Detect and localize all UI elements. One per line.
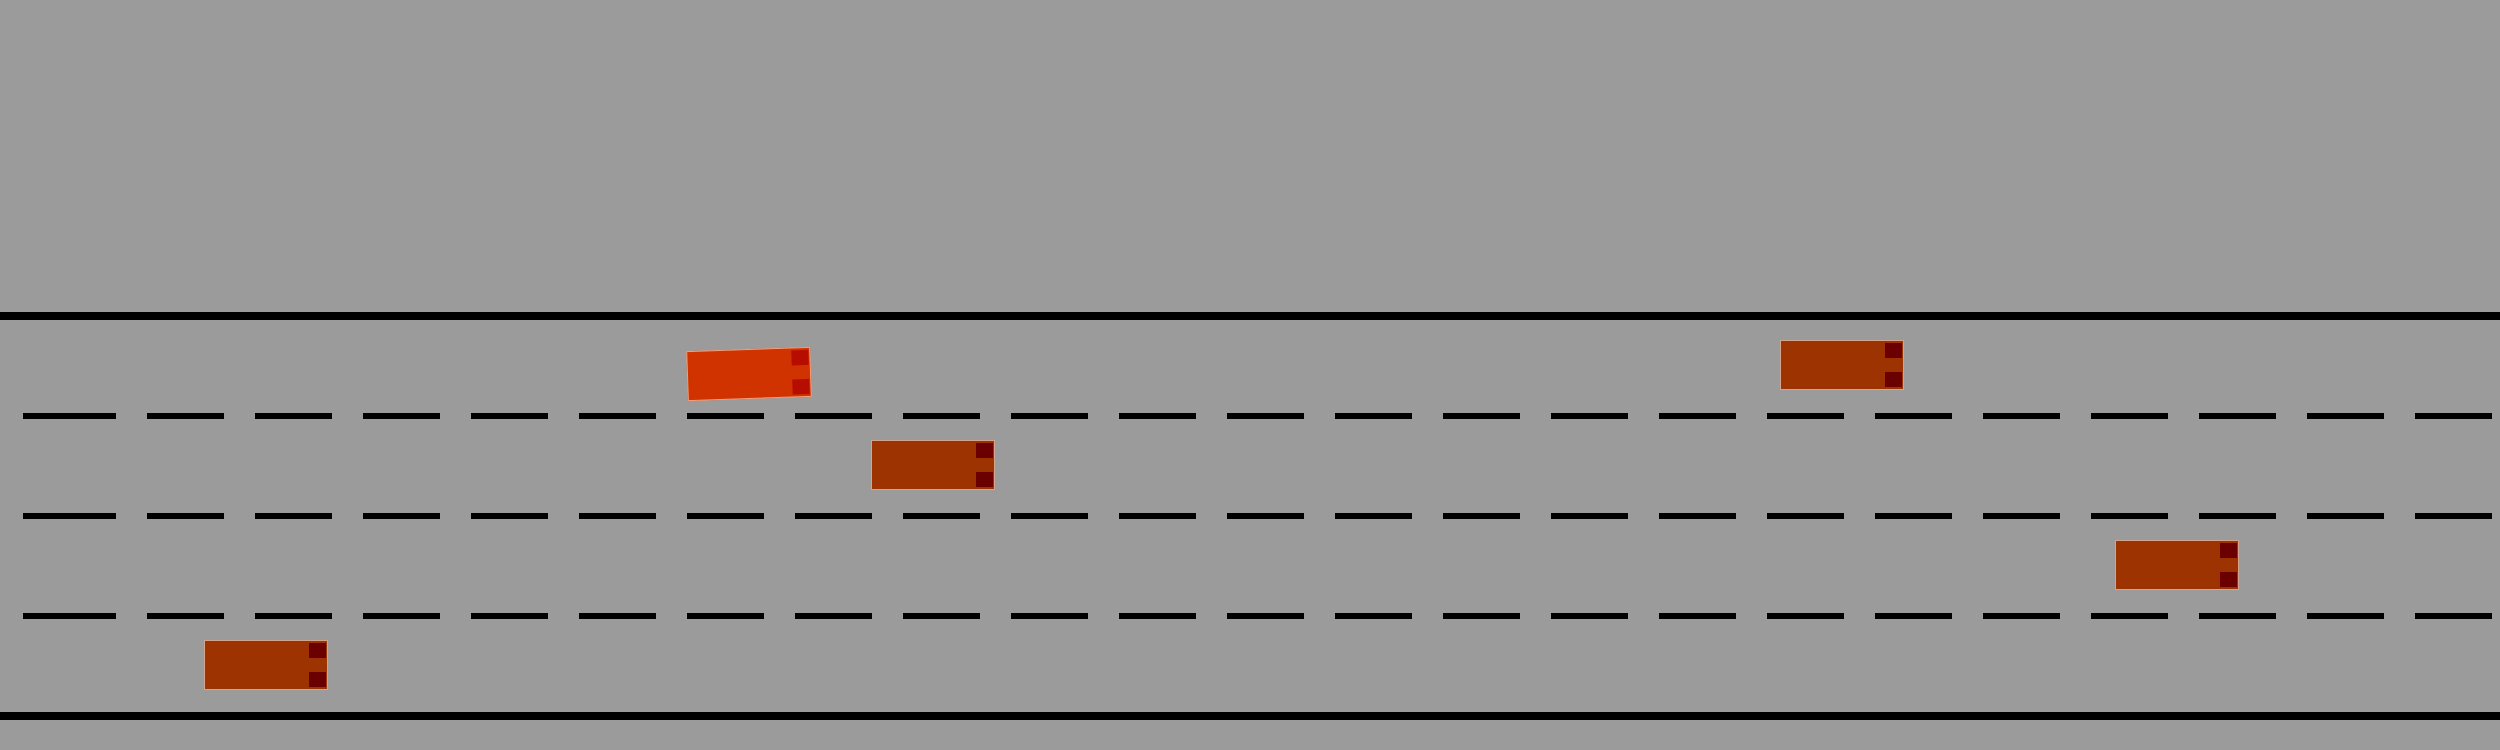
road-edge-top: [0, 312, 2500, 320]
headlight-left: [309, 643, 326, 658]
road-edge-bottom: [0, 712, 2500, 720]
vehicle-car-3: [871, 440, 995, 490]
headlight-right: [976, 472, 993, 487]
ego-vehicle: [686, 346, 812, 402]
headlight-left: [976, 443, 993, 458]
vehicle-car-4: [2115, 540, 2239, 590]
headlight-right: [309, 672, 326, 687]
lane-divider-3: [0, 613, 2500, 619]
vehicle-car-5: [204, 640, 328, 690]
headlight-left: [791, 349, 809, 366]
headlight-left: [1885, 343, 1902, 358]
headlight-right: [2220, 572, 2237, 587]
headlight-left: [2220, 543, 2237, 558]
headlight-right: [792, 378, 810, 395]
headlight-right: [1885, 372, 1902, 387]
vehicle-car-2: [1780, 340, 1904, 390]
lane-divider-1: [0, 413, 2500, 419]
lane-divider-2: [0, 513, 2500, 519]
